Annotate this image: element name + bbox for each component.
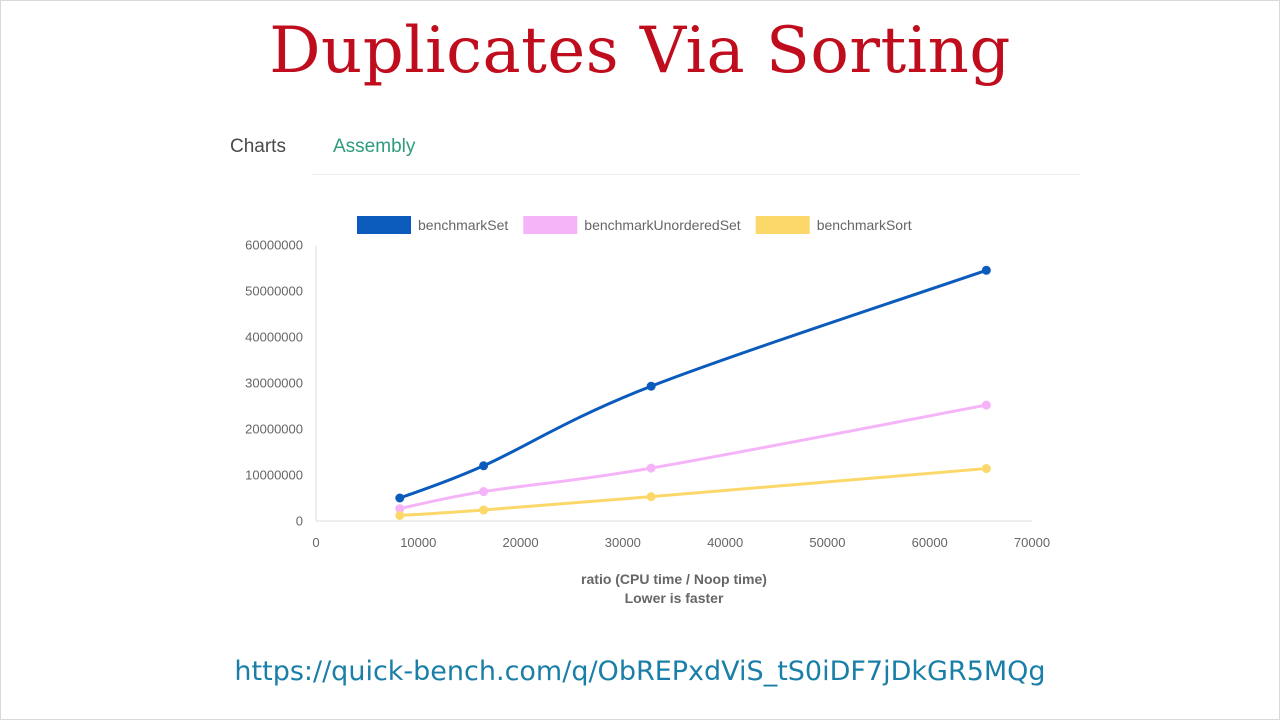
y-tick-label: 40000000 (245, 330, 303, 345)
data-point (646, 381, 656, 391)
data-point (395, 504, 405, 514)
legend-label: benchmarkSort (817, 217, 912, 233)
series-points (395, 265, 991, 520)
x-axis-sublabel: Lower is faster (624, 590, 724, 606)
x-tick-label: 0 (312, 535, 319, 550)
tab-divider (312, 174, 1080, 175)
legend-swatch (755, 216, 810, 234)
y-tick-label: 60000000 (245, 238, 303, 253)
data-point (646, 463, 656, 473)
y-tick-label: 50000000 (245, 284, 303, 299)
legend-swatch (523, 216, 578, 234)
tab-charts[interactable]: Charts (230, 136, 286, 157)
series-line (398, 403, 988, 511)
x-axis-label: ratio (CPU time / Noop time) (581, 571, 767, 587)
legend-label: benchmarkSet (418, 217, 508, 233)
data-point (395, 493, 405, 503)
legend: benchmarkSet benchmarkUnorderedSet benchma… (357, 216, 912, 234)
x-tick-label: 10000 (400, 535, 436, 550)
data-point (981, 265, 991, 275)
data-point (479, 505, 489, 515)
data-point (479, 487, 489, 497)
slide-title: Duplicates Via Sorting (269, 14, 1011, 88)
benchmark-url-link[interactable]: https://quick-bench.com/q/ObREPxdViS_tS0… (234, 656, 1046, 687)
x-tick-label: 60000 (912, 535, 948, 550)
y-tick-label: 30000000 (245, 376, 303, 391)
x-tick-label: 20000 (502, 535, 538, 550)
x-tick-label: 30000 (605, 535, 641, 550)
data-point (395, 510, 405, 520)
tab-assembly[interactable]: Assembly (333, 136, 416, 157)
x-tick-label: 70000 (1014, 535, 1050, 550)
x-tick-label: 50000 (809, 535, 845, 550)
axis-ticks: 0 10000 20000 30000 40000 50000 60000 70000 0 100… (245, 238, 1050, 551)
series-lines (398, 268, 988, 517)
legend-swatch (357, 216, 411, 234)
data-point (981, 464, 991, 474)
data-point (981, 400, 991, 410)
x-tick-label: 40000 (707, 535, 743, 550)
data-point (646, 492, 656, 502)
y-tick-label: 20000000 (245, 422, 303, 437)
y-tick-label: 0 (296, 514, 303, 529)
y-tick-label: 10000000 (245, 468, 303, 483)
legend-label: benchmarkUnorderedSet (584, 217, 741, 233)
series-line (398, 467, 988, 517)
data-point (479, 461, 489, 471)
series-line (398, 268, 988, 500)
